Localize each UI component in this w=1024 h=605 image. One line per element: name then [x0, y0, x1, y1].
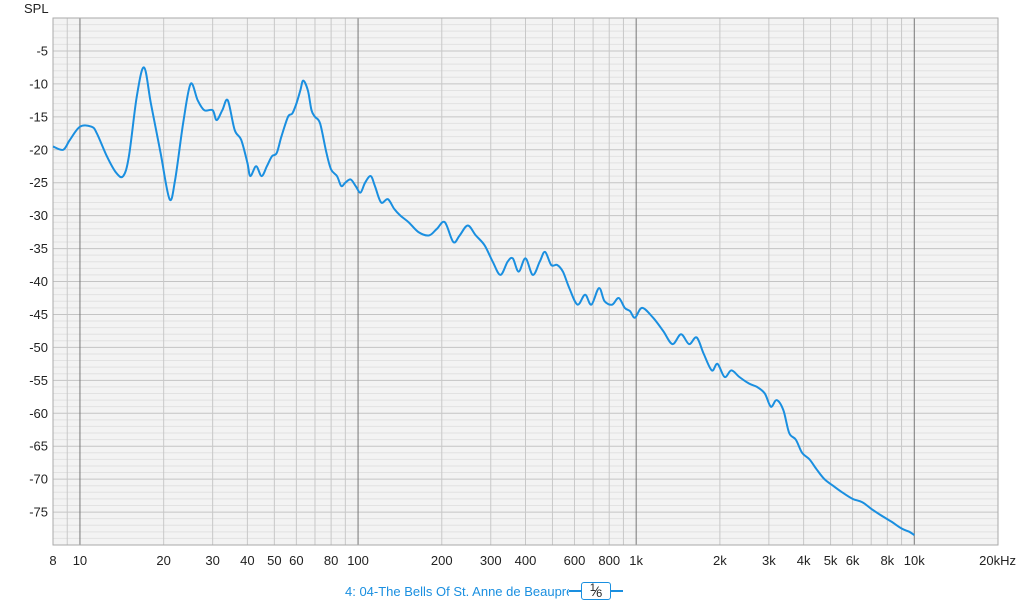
x-tick-label: 80	[324, 553, 338, 568]
y-tick-label: -60	[29, 406, 48, 421]
x-tick-label: 50	[267, 553, 281, 568]
y-tick-label: -20	[29, 142, 48, 157]
x-tick-label: 200	[431, 553, 453, 568]
y-tick-label: -70	[29, 472, 48, 487]
x-tick-label: 6k	[846, 553, 860, 568]
x-tick-label: 800	[598, 553, 620, 568]
x-tick-label: 3k	[762, 553, 776, 568]
x-tick-label: 30	[205, 553, 219, 568]
legend[interactable]: 4: 04-The Bells Of St. Anne de Beaupré 1…	[345, 580, 623, 602]
y-tick-label: -65	[29, 439, 48, 454]
x-tick-label: 8k	[880, 553, 894, 568]
x-tick-label: 2k	[713, 553, 727, 568]
y-tick-label: -35	[29, 241, 48, 256]
x-tick-label: 5k	[824, 553, 838, 568]
x-tick-label: 4k	[797, 553, 811, 568]
x-tick-label: 40	[240, 553, 254, 568]
x-tick-label: 10k	[904, 553, 925, 568]
x-tick-label: 600	[564, 553, 586, 568]
x-tick-label: 20kHz	[979, 553, 1016, 568]
x-tick-label: 8	[49, 553, 56, 568]
y-tick-label: -25	[29, 175, 48, 190]
y-tick-label: -15	[29, 109, 48, 124]
x-tick-label: 1k	[629, 553, 643, 568]
spl-chart[interactable]: SPL -5 -10 -15 -20 -25 -30 -35 -40 -45 -50 -55 -60 -6…	[0, 0, 1024, 575]
x-tick-label: 10	[73, 553, 87, 568]
x-tick-label: 100	[347, 553, 369, 568]
x-tick-label: 300	[480, 553, 502, 568]
y-tick-label: -55	[29, 373, 48, 388]
x-tick-label: 20	[156, 553, 170, 568]
smoothing-slash: ⁄	[594, 583, 598, 599]
y-tick-label: -75	[29, 505, 48, 520]
plot-border	[52, 17, 999, 546]
legend-series-label[interactable]: 4: 04-The Bells Of St. Anne de Beaupré	[345, 583, 569, 599]
smoothing-denominator: 6	[596, 588, 603, 600]
smoothing-button[interactable]: 1 ⁄ 6	[581, 582, 611, 600]
y-tick-label: -10	[29, 76, 48, 91]
series-line[interactable]	[52, 66, 915, 536]
y-tick-label: -40	[29, 274, 48, 289]
y-tick-label: -50	[29, 340, 48, 355]
x-tick-label: 400	[515, 553, 537, 568]
x-tick-label: 60	[289, 553, 303, 568]
legend-line-right	[611, 590, 623, 592]
y-tick-label: -30	[29, 208, 48, 223]
y-tick-label: -45	[29, 307, 48, 322]
y-axis-label: SPL	[24, 1, 49, 16]
y-tick-label: -5	[36, 43, 48, 58]
legend-line-left	[569, 590, 581, 592]
smoothing-numerator: 1	[589, 582, 596, 594]
